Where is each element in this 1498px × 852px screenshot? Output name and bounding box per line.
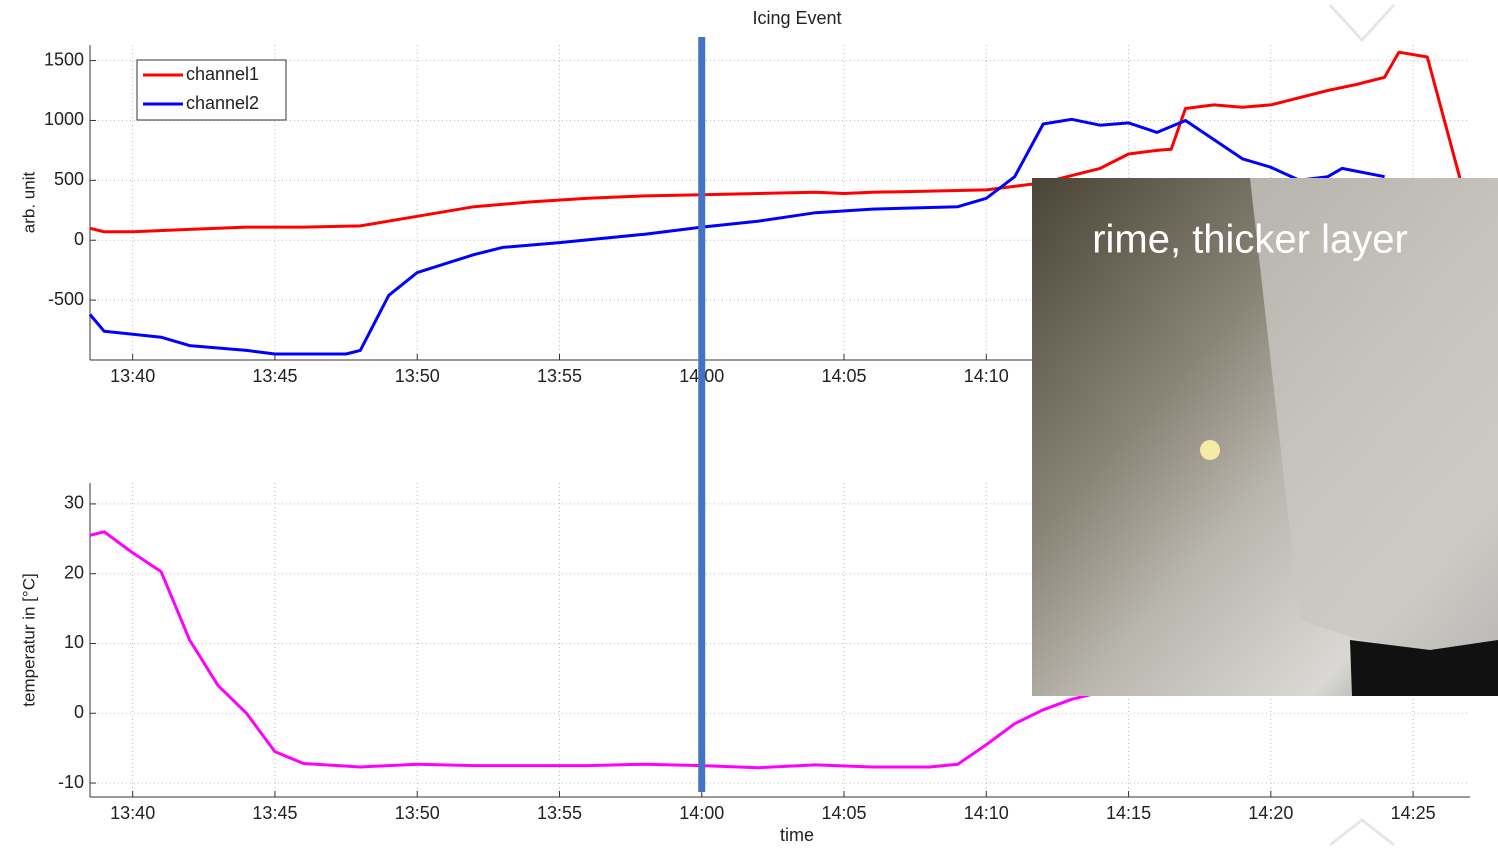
data-line [89, 50, 1462, 234]
photo-shape [1250, 178, 1498, 660]
x-tick-label: 14:10 [964, 366, 1009, 386]
x-tick-label: 14:20 [1248, 803, 1293, 823]
y-tick-label: 1500 [44, 49, 84, 69]
x-tick-label: 13:40 [110, 803, 155, 823]
y-axis-label: arb. unit [19, 172, 38, 234]
legend: channel1 channel2 [136, 59, 287, 121]
photo: rime, thicker layer [1032, 178, 1498, 696]
x-tick-label: 14:15 [1106, 803, 1151, 823]
decoration [1329, 818, 1395, 847]
y-tick-label: 30 [64, 493, 84, 513]
x-tick-label: 13:40 [110, 366, 155, 386]
x-tick-label: 14:25 [1391, 803, 1436, 823]
x-tick-label: 13:55 [537, 803, 582, 823]
y-tick-label: -500 [48, 289, 84, 309]
y-tick-label: 20 [64, 562, 84, 582]
x-tick-label: 13:45 [252, 366, 297, 386]
data-line [89, 530, 1101, 770]
x-tick-label: 13:45 [252, 803, 297, 823]
x-tick-label: 13:55 [537, 366, 582, 386]
x-tick-label: 13:50 [395, 366, 440, 386]
photo-shape [1200, 440, 1220, 460]
x-tick-label: 14:10 [964, 803, 1009, 823]
legend-label: channel1 [186, 64, 259, 84]
y-tick-label: 500 [54, 169, 84, 189]
chart-title: Icing Event [752, 8, 841, 28]
x-tick-label: 14:00 [679, 803, 724, 823]
data-line [88, 117, 1385, 356]
x-tick-label: 13:50 [395, 803, 440, 823]
legend-box [136, 59, 287, 121]
decoration [1328, 3, 1396, 43]
y-tick-label: 0 [74, 229, 84, 249]
x-tick-label: 14:05 [821, 366, 866, 386]
photo-shape [1350, 640, 1498, 696]
x-axis-label: time [780, 825, 814, 845]
y-tick-label: 1000 [44, 109, 84, 129]
x-tick-label: 14:05 [821, 803, 866, 823]
y-tick-label: 0 [74, 702, 84, 722]
y-axis-label: temperatur in [°C] [19, 573, 38, 706]
y-tick-label: -10 [58, 772, 84, 792]
photo-caption: rime, thicker layer [1092, 218, 1408, 262]
legend-label: channel2 [186, 93, 259, 113]
y-tick-label: 10 [64, 632, 84, 652]
